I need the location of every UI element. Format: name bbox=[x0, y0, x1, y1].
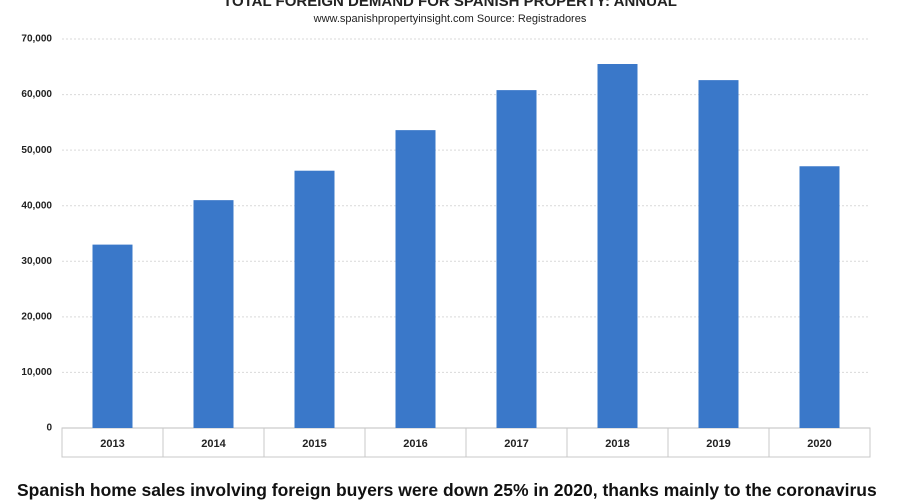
caption: Spanish home sales involving foreign buy… bbox=[17, 480, 877, 500]
y-tick-label: 60,000 bbox=[21, 89, 52, 100]
chart: TOTAL FOREIGN DEMAND FOR SPANISH PROPERT… bbox=[21, 0, 871, 458]
bar bbox=[597, 64, 638, 428]
bar bbox=[294, 170, 335, 428]
chart-subtitle: www.spanishpropertyinsight.com Source: R… bbox=[313, 13, 587, 25]
chart-title: TOTAL FOREIGN DEMAND FOR SPANISH PROPERT… bbox=[223, 0, 677, 10]
bar bbox=[395, 130, 436, 428]
x-tick-label: 2019 bbox=[706, 438, 730, 450]
y-tick-label: 70,000 bbox=[21, 34, 52, 45]
x-tick-label: 2013 bbox=[100, 438, 124, 450]
x-tick-label: 2015 bbox=[302, 438, 326, 450]
y-tick-label: 30,000 bbox=[21, 256, 52, 267]
x-tick-label: 2016 bbox=[403, 438, 427, 450]
x-tick-label: 2018 bbox=[605, 438, 629, 450]
y-tick-label: 10,000 bbox=[21, 367, 52, 378]
bar bbox=[92, 244, 133, 428]
x-tick-label: 2020 bbox=[807, 438, 831, 450]
y-tick-label: 20,000 bbox=[21, 311, 52, 322]
y-tick-label: 50,000 bbox=[21, 145, 52, 156]
x-tick-label: 2017 bbox=[504, 438, 528, 450]
bar bbox=[193, 200, 234, 428]
y-tick-label: 0 bbox=[46, 423, 52, 434]
bar bbox=[698, 80, 739, 428]
bar bbox=[799, 166, 840, 428]
y-tick-label: 40,000 bbox=[21, 200, 52, 211]
bar bbox=[496, 90, 537, 428]
x-tick-label: 2014 bbox=[201, 438, 226, 450]
